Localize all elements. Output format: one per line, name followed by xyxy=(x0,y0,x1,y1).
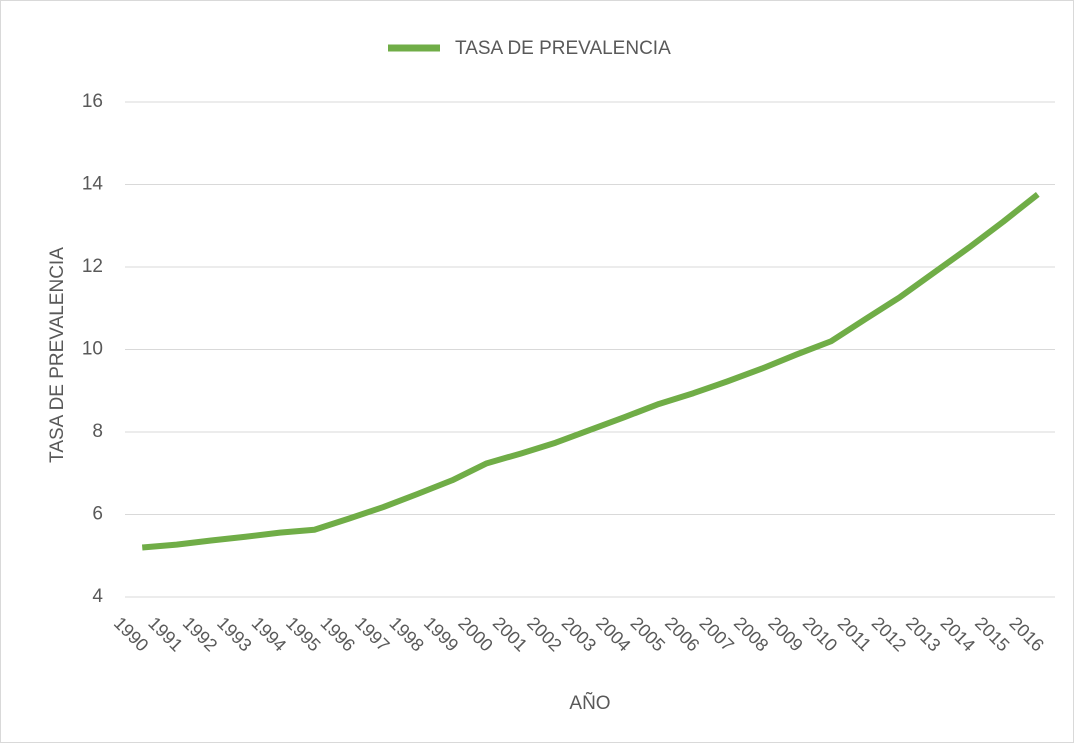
y-tick-label: 6 xyxy=(92,504,103,525)
legend-label: TASA DE PREVALENCIA xyxy=(455,38,671,59)
y-tick-label: 16 xyxy=(82,91,103,112)
x-axis-label: AÑO xyxy=(569,692,610,714)
y-tick-label: 12 xyxy=(82,256,103,277)
y-axis-label: TASA DE PREVALENCIA xyxy=(47,247,68,463)
y-tick-label: 14 xyxy=(82,174,104,195)
y-tick-label: 8 xyxy=(92,421,103,442)
y-tick-label: 10 xyxy=(82,339,103,360)
y-tick-label: 4 xyxy=(92,586,103,607)
line-series xyxy=(141,192,1040,551)
